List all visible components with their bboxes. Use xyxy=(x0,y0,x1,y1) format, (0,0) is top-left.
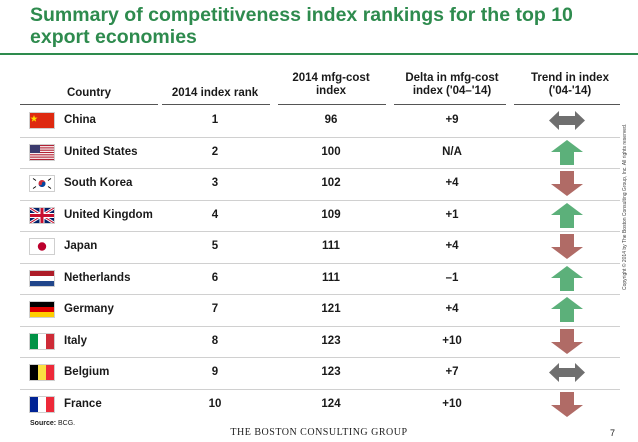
header-rule xyxy=(20,104,158,105)
delta-value: –1 xyxy=(445,271,459,284)
delta-value: +10 xyxy=(442,334,462,347)
source-label: Source: xyxy=(30,420,57,427)
row-divider xyxy=(20,357,620,358)
rank-value: 2 xyxy=(211,145,219,158)
mfg-cost-value: 123 xyxy=(321,366,341,378)
rank-value: 3 xyxy=(211,177,219,189)
table-row: France 10 124 +10 xyxy=(0,388,638,421)
title-divider xyxy=(0,53,638,55)
header-rule xyxy=(162,104,270,105)
mfg-cost-value: 111 xyxy=(322,271,340,284)
country-name: Netherlands xyxy=(64,271,131,284)
arrow-up-icon xyxy=(548,202,586,229)
table-row: Italy 8 123 +10 xyxy=(0,325,638,358)
rank-value: 1 xyxy=(211,114,219,126)
country-name: Italy xyxy=(64,334,88,347)
country-name: South Korea xyxy=(64,177,133,189)
country-name: China xyxy=(64,114,96,126)
country-name: Germany xyxy=(64,303,114,315)
table-row: United States 2 100 N/A xyxy=(0,136,638,169)
company-logo: THE BOSTON CONSULTING GROUP xyxy=(230,427,408,438)
rank-value: 8 xyxy=(211,334,219,347)
copyright-notice: Copyright © 2014 by The Boston Consultin… xyxy=(622,123,628,290)
delta-value: +9 xyxy=(445,114,459,126)
arrow-left-right-icon xyxy=(548,359,586,386)
arrow-down-icon xyxy=(548,391,586,418)
delta-value: +10 xyxy=(442,397,462,410)
header-delta: Delta in mfg-cost index ('04–'14) xyxy=(405,72,499,97)
mfg-cost-value: 111 xyxy=(322,240,340,252)
south-korea-flag-icon xyxy=(29,175,55,192)
arrow-down-icon xyxy=(548,233,586,260)
row-divider xyxy=(20,231,620,232)
header-trend: Trend in index ('04-'14) xyxy=(531,72,609,97)
page-number: 7 xyxy=(610,428,616,438)
delta-value: +4 xyxy=(445,177,459,189)
mfg-cost-value: 121 xyxy=(321,303,341,315)
row-divider xyxy=(20,199,620,201)
rank-value: 5 xyxy=(211,240,219,252)
header-country: Country xyxy=(66,87,112,99)
mfg-cost-value: 124 xyxy=(321,397,341,410)
country-name: France xyxy=(64,397,102,410)
row-divider xyxy=(20,136,620,138)
header-rule xyxy=(278,104,386,105)
arrow-left-right-icon xyxy=(548,107,586,134)
usa-flag-icon xyxy=(29,143,55,161)
table-row: Germany 7 121 +4 xyxy=(0,294,638,326)
uk-flag-icon xyxy=(29,206,55,224)
delta-value: +4 xyxy=(445,303,459,315)
arrow-up-icon xyxy=(548,296,586,323)
country-name: United Kingdom xyxy=(64,208,153,221)
france-flag-icon xyxy=(29,395,55,413)
italy-flag-icon xyxy=(29,332,55,350)
delta-value: +4 xyxy=(445,240,459,252)
row-divider xyxy=(20,388,620,390)
mfg-cost-value: 100 xyxy=(321,145,341,158)
header-rule xyxy=(394,104,506,105)
arrow-up-icon xyxy=(548,139,586,166)
source-value: BCG. xyxy=(58,420,76,427)
row-divider xyxy=(20,168,620,169)
table-row: South Korea 3 102 +4 xyxy=(0,168,638,200)
country-name: Japan xyxy=(64,240,98,252)
source-note: Source: BCG. xyxy=(30,420,75,427)
row-divider xyxy=(20,294,620,295)
rank-value: 10 xyxy=(208,397,222,410)
china-flag-icon xyxy=(29,112,55,129)
table-row: Netherlands 6 111 –1 xyxy=(0,262,638,295)
rank-value: 9 xyxy=(211,366,219,378)
germany-flag-icon xyxy=(29,301,55,318)
arrow-down-icon xyxy=(548,170,586,197)
netherlands-flag-icon xyxy=(29,269,55,287)
mfg-cost-value: 123 xyxy=(321,334,341,347)
japan-flag-icon xyxy=(29,238,55,255)
mfg-cost-value: 96 xyxy=(324,114,338,126)
arrow-up-icon xyxy=(548,265,586,292)
page-title: Summary of competitiveness index ranking… xyxy=(30,4,573,48)
belgium-flag-icon xyxy=(29,364,55,381)
country-name: United States xyxy=(64,145,138,158)
table-row: Japan 5 111 +4 xyxy=(0,231,638,263)
header-rank: 2014 index rank xyxy=(171,87,259,99)
table-row: China 1 96 +9 xyxy=(0,105,638,137)
rank-value: 4 xyxy=(211,208,219,221)
rank-value: 6 xyxy=(211,271,219,284)
mfg-cost-value: 109 xyxy=(321,208,341,221)
header-rule xyxy=(514,104,620,105)
header-mfg-cost: 2014 mfg-cost index xyxy=(292,72,370,97)
delta-value: +1 xyxy=(445,208,459,221)
table-row: Belgium 9 123 +7 xyxy=(0,357,638,389)
table-row: United Kingdom 4 109 +1 xyxy=(0,199,638,232)
rank-value: 7 xyxy=(211,303,219,315)
delta-value: +7 xyxy=(445,366,459,378)
row-divider xyxy=(20,262,620,264)
country-name: Belgium xyxy=(64,366,110,378)
arrow-down-icon xyxy=(548,328,586,355)
delta-value: N/A xyxy=(442,145,462,158)
row-divider xyxy=(20,325,620,327)
mfg-cost-value: 102 xyxy=(321,177,341,189)
